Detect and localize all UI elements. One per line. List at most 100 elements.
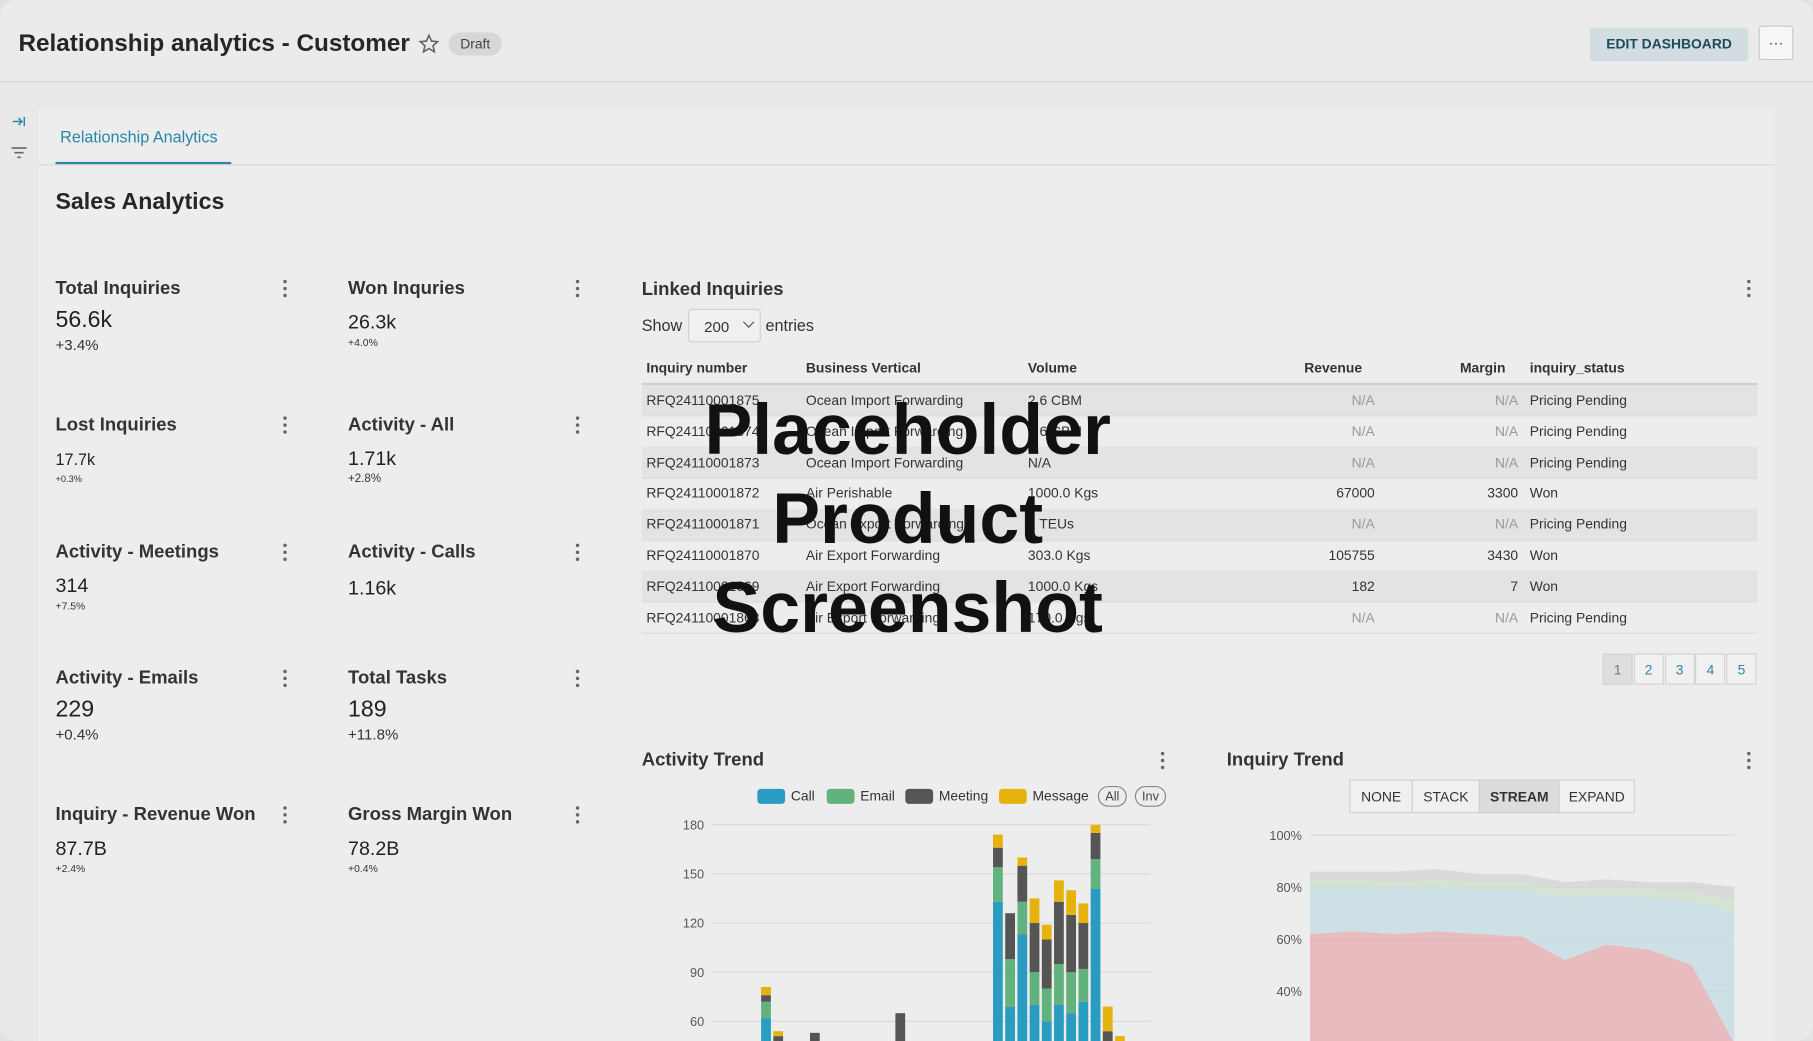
table-cell: Ocean Import Forwarding xyxy=(805,423,964,440)
kebab-menu[interactable] xyxy=(1747,751,1752,771)
table-cell: RFQ24110001875 xyxy=(646,392,760,409)
page-button[interactable]: 1 xyxy=(1602,653,1633,685)
column-header[interactable]: Business Vertical xyxy=(805,359,921,376)
show-label: Show xyxy=(641,315,683,335)
dashboard-title: Relationship analytics - Customer xyxy=(18,30,410,57)
kebab-menu[interactable] xyxy=(283,669,288,689)
column-header[interactable]: Volume xyxy=(1027,359,1077,376)
side-icons[interactable] xyxy=(10,113,29,162)
table-cell: Pricing Pending xyxy=(1529,609,1627,626)
kebab-menu[interactable] xyxy=(283,279,288,299)
bar-segment xyxy=(1017,901,1028,935)
kpi-title: Activity - All xyxy=(348,415,455,435)
bar-segment xyxy=(1078,1001,1089,1041)
more-button[interactable]: ··· xyxy=(1758,25,1794,61)
kebab-menu[interactable] xyxy=(1747,279,1752,299)
table-cell: N/A xyxy=(1495,516,1519,533)
table-cell: RFQ24110001871 xyxy=(646,516,760,533)
kpi-value: 26.3k xyxy=(348,311,397,334)
row-stripe xyxy=(641,570,1758,602)
bar-segment xyxy=(761,986,771,996)
mode-button[interactable]: NONE xyxy=(1349,779,1413,814)
mode-button[interactable]: STREAM xyxy=(1478,779,1560,814)
mode-button[interactable]: STACK xyxy=(1411,779,1480,814)
edit-button[interactable]: EDIT DASHBOARD xyxy=(1589,27,1749,62)
kpi-change: +7.5% xyxy=(55,600,86,612)
kpi-title: Lost Inquiries xyxy=(55,415,177,435)
kebab-menu[interactable] xyxy=(283,543,288,563)
bar-segment xyxy=(1005,959,1015,1007)
star-icon[interactable] xyxy=(418,33,440,55)
page-button[interactable]: 4 xyxy=(1695,653,1726,685)
kpi-change: +0.4% xyxy=(55,725,99,744)
kpi-change: +3.4% xyxy=(55,336,99,354)
page-button[interactable]: 3 xyxy=(1664,653,1695,685)
kebab-menu[interactable] xyxy=(1160,751,1166,771)
page-size-select[interactable]: 200 xyxy=(687,308,761,343)
column-header[interactable]: Margin xyxy=(1459,359,1506,376)
table-cell: Pricing Pending xyxy=(1529,516,1627,533)
kpi-title: Total Tasks xyxy=(348,668,448,689)
bar-segment xyxy=(773,1031,784,1037)
bar-segment xyxy=(895,1013,906,1041)
bar-segment xyxy=(1078,903,1089,924)
kebab-menu[interactable] xyxy=(283,806,288,825)
bar-segment xyxy=(761,1018,771,1041)
kpi-title: Gross Margin Won xyxy=(348,805,513,825)
legend-label: Call xyxy=(791,787,815,803)
kpi-title: Inquiry - Revenue Won xyxy=(55,805,256,825)
bar-segment xyxy=(1115,1036,1125,1041)
table-cell: Air Export Forwarding xyxy=(805,547,941,564)
kebab-menu[interactable] xyxy=(575,416,581,435)
stream-area xyxy=(1310,868,1735,901)
kebab-menu[interactable] xyxy=(575,279,581,299)
tab-indicator xyxy=(55,161,232,165)
bar-segment xyxy=(1041,1021,1052,1041)
kebab-menu[interactable] xyxy=(283,416,288,435)
kebab-menu[interactable] xyxy=(575,669,581,689)
y-tick-label: 60 xyxy=(690,1014,704,1029)
legend-swatch xyxy=(999,788,1027,804)
y-tick-label: 80% xyxy=(1276,880,1301,895)
column-header[interactable]: inquiry_status xyxy=(1529,359,1625,376)
table-title: Linked Inquiries xyxy=(641,279,784,300)
mode-button[interactable]: EXPAND xyxy=(1558,779,1635,814)
kebab-menu[interactable] xyxy=(575,543,581,563)
row-stripe xyxy=(641,446,1758,478)
bar-segment xyxy=(1041,939,1052,989)
row-rule xyxy=(641,415,1758,417)
overlay-text: Placeholder xyxy=(704,390,1111,471)
page-button[interactable]: 5 xyxy=(1726,653,1757,685)
y-tick-label: 120 xyxy=(683,916,704,931)
bar-segment xyxy=(1090,832,1101,860)
bar-segment xyxy=(1029,1004,1040,1041)
kebab-menu[interactable] xyxy=(575,806,581,825)
bar-segment xyxy=(1102,1031,1113,1041)
table-cell: 2.6 CBM xyxy=(1027,423,1082,440)
page-button[interactable]: 2 xyxy=(1633,653,1664,685)
legend-toggle[interactable] xyxy=(1134,785,1167,807)
kpi-title: Won Inquries xyxy=(348,278,465,299)
header-rule xyxy=(641,382,1758,386)
bar-segment xyxy=(1090,888,1101,1041)
table-cell: N/A xyxy=(1027,454,1052,471)
row-rule xyxy=(641,477,1758,479)
table-cell: Pricing Pending xyxy=(1529,392,1627,409)
column-header[interactable]: Revenue xyxy=(1304,359,1363,376)
bar-segment xyxy=(993,847,1003,868)
table-cell: RFQ24110001869 xyxy=(646,578,760,595)
kpi-title: Activity - Meetings xyxy=(55,542,219,563)
bar-segment xyxy=(1054,964,1064,1005)
bar-segment xyxy=(1102,1006,1113,1032)
kpi-title: Activity - Calls xyxy=(348,542,476,563)
row-rule xyxy=(641,632,1758,634)
legend-toggle[interactable] xyxy=(1097,785,1127,807)
tab[interactable]: Relationship Analytics xyxy=(60,127,218,146)
y-tick-label: 60% xyxy=(1276,932,1301,947)
bar-segment xyxy=(1066,914,1077,973)
table-cell: Ocean Import Forwarding xyxy=(805,454,964,471)
table-cell: RFQ24110001870 xyxy=(646,547,760,564)
column-header[interactable]: Inquiry number xyxy=(646,359,748,376)
table-cell: 1 TEUs xyxy=(1027,516,1074,533)
bar-segment xyxy=(993,901,1003,1041)
